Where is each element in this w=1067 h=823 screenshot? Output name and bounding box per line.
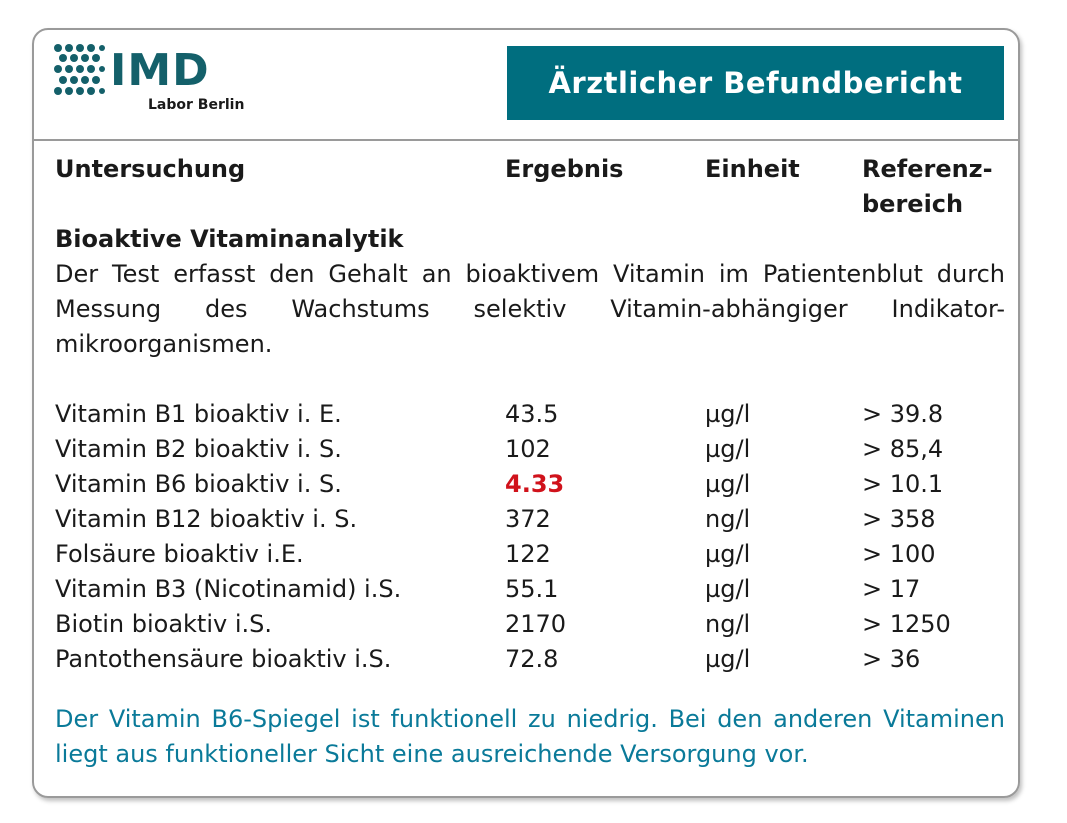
test-reference: > 39.8 (862, 400, 944, 428)
test-result: 102 (505, 435, 551, 463)
test-result: 122 (505, 540, 551, 568)
test-name: Pantothensäure bioaktiv i.S. (55, 645, 392, 673)
test-unit: µg/l (705, 645, 751, 673)
column-header: Untersuchung (55, 155, 246, 183)
test-name: Vitamin B12 bioaktiv i. S. (55, 505, 358, 533)
separator (32, 139, 1020, 141)
section-description: Der Test erfasst den Gehalt an bioaktive… (55, 260, 1005, 358)
test-reference: > 17 (862, 575, 921, 603)
test-result: 2170 (505, 610, 567, 638)
logo-dots (54, 44, 105, 95)
test-result: 372 (505, 505, 551, 533)
test-name: Vitamin B6 bioaktiv i. S. (55, 470, 342, 498)
test-reference: > 1250 (862, 610, 951, 638)
test-name: Vitamin B3 (Nicotinamid) i.S. (55, 575, 402, 603)
test-reference: > 36 (862, 645, 921, 673)
test-result: 43.5 (505, 400, 559, 428)
column-header: Einheit (705, 155, 800, 183)
report-card (32, 28, 1020, 798)
test-name: Vitamin B2 bioaktiv i. S. (55, 435, 342, 463)
column-headers: Untersuchung Ergebnis Einheit Referenz- ber… (55, 152, 1010, 222)
section-title: Bioaktive Vitaminanalytik (55, 225, 404, 253)
column-header: Ergebnis (505, 155, 624, 183)
test-name: Vitamin B1 bioaktiv i. E. (55, 400, 342, 428)
logo-name: IMD (110, 45, 210, 96)
test-name: Biotin bioaktiv i.S. (55, 610, 272, 638)
column-header: Referenz- bereich (862, 155, 993, 218)
results-table: Vitamin B1 bioaktiv i. E. 43.5 µg/l > 39.8 V… (55, 397, 1010, 677)
test-unit: ng/l (705, 610, 751, 638)
test-reference: > 100 (862, 540, 936, 568)
report-title: Ärztlicher Befundbericht (507, 46, 1004, 120)
test-reference: > 10.1 (862, 470, 944, 498)
test-reference: > 358 (862, 505, 936, 533)
test-name: Folsäure bioaktiv i.E. (55, 540, 304, 568)
test-result: 72.8 (505, 645, 559, 673)
test-result: 55.1 (505, 575, 559, 603)
test-unit: µg/l (705, 400, 751, 428)
test-unit: µg/l (705, 435, 751, 463)
test-unit: ng/l (705, 505, 751, 533)
test-reference: > 85,4 (862, 435, 944, 463)
test-unit: µg/l (705, 575, 751, 603)
test-unit: µg/l (705, 470, 751, 498)
test-unit: µg/l (705, 540, 751, 568)
assessment-note: Der Vitamin B6-Spiegel ist funktionell z… (55, 705, 1005, 768)
logo-subtitle: Labor Berlin (148, 97, 245, 113)
test-result: 4.33 (505, 470, 565, 498)
